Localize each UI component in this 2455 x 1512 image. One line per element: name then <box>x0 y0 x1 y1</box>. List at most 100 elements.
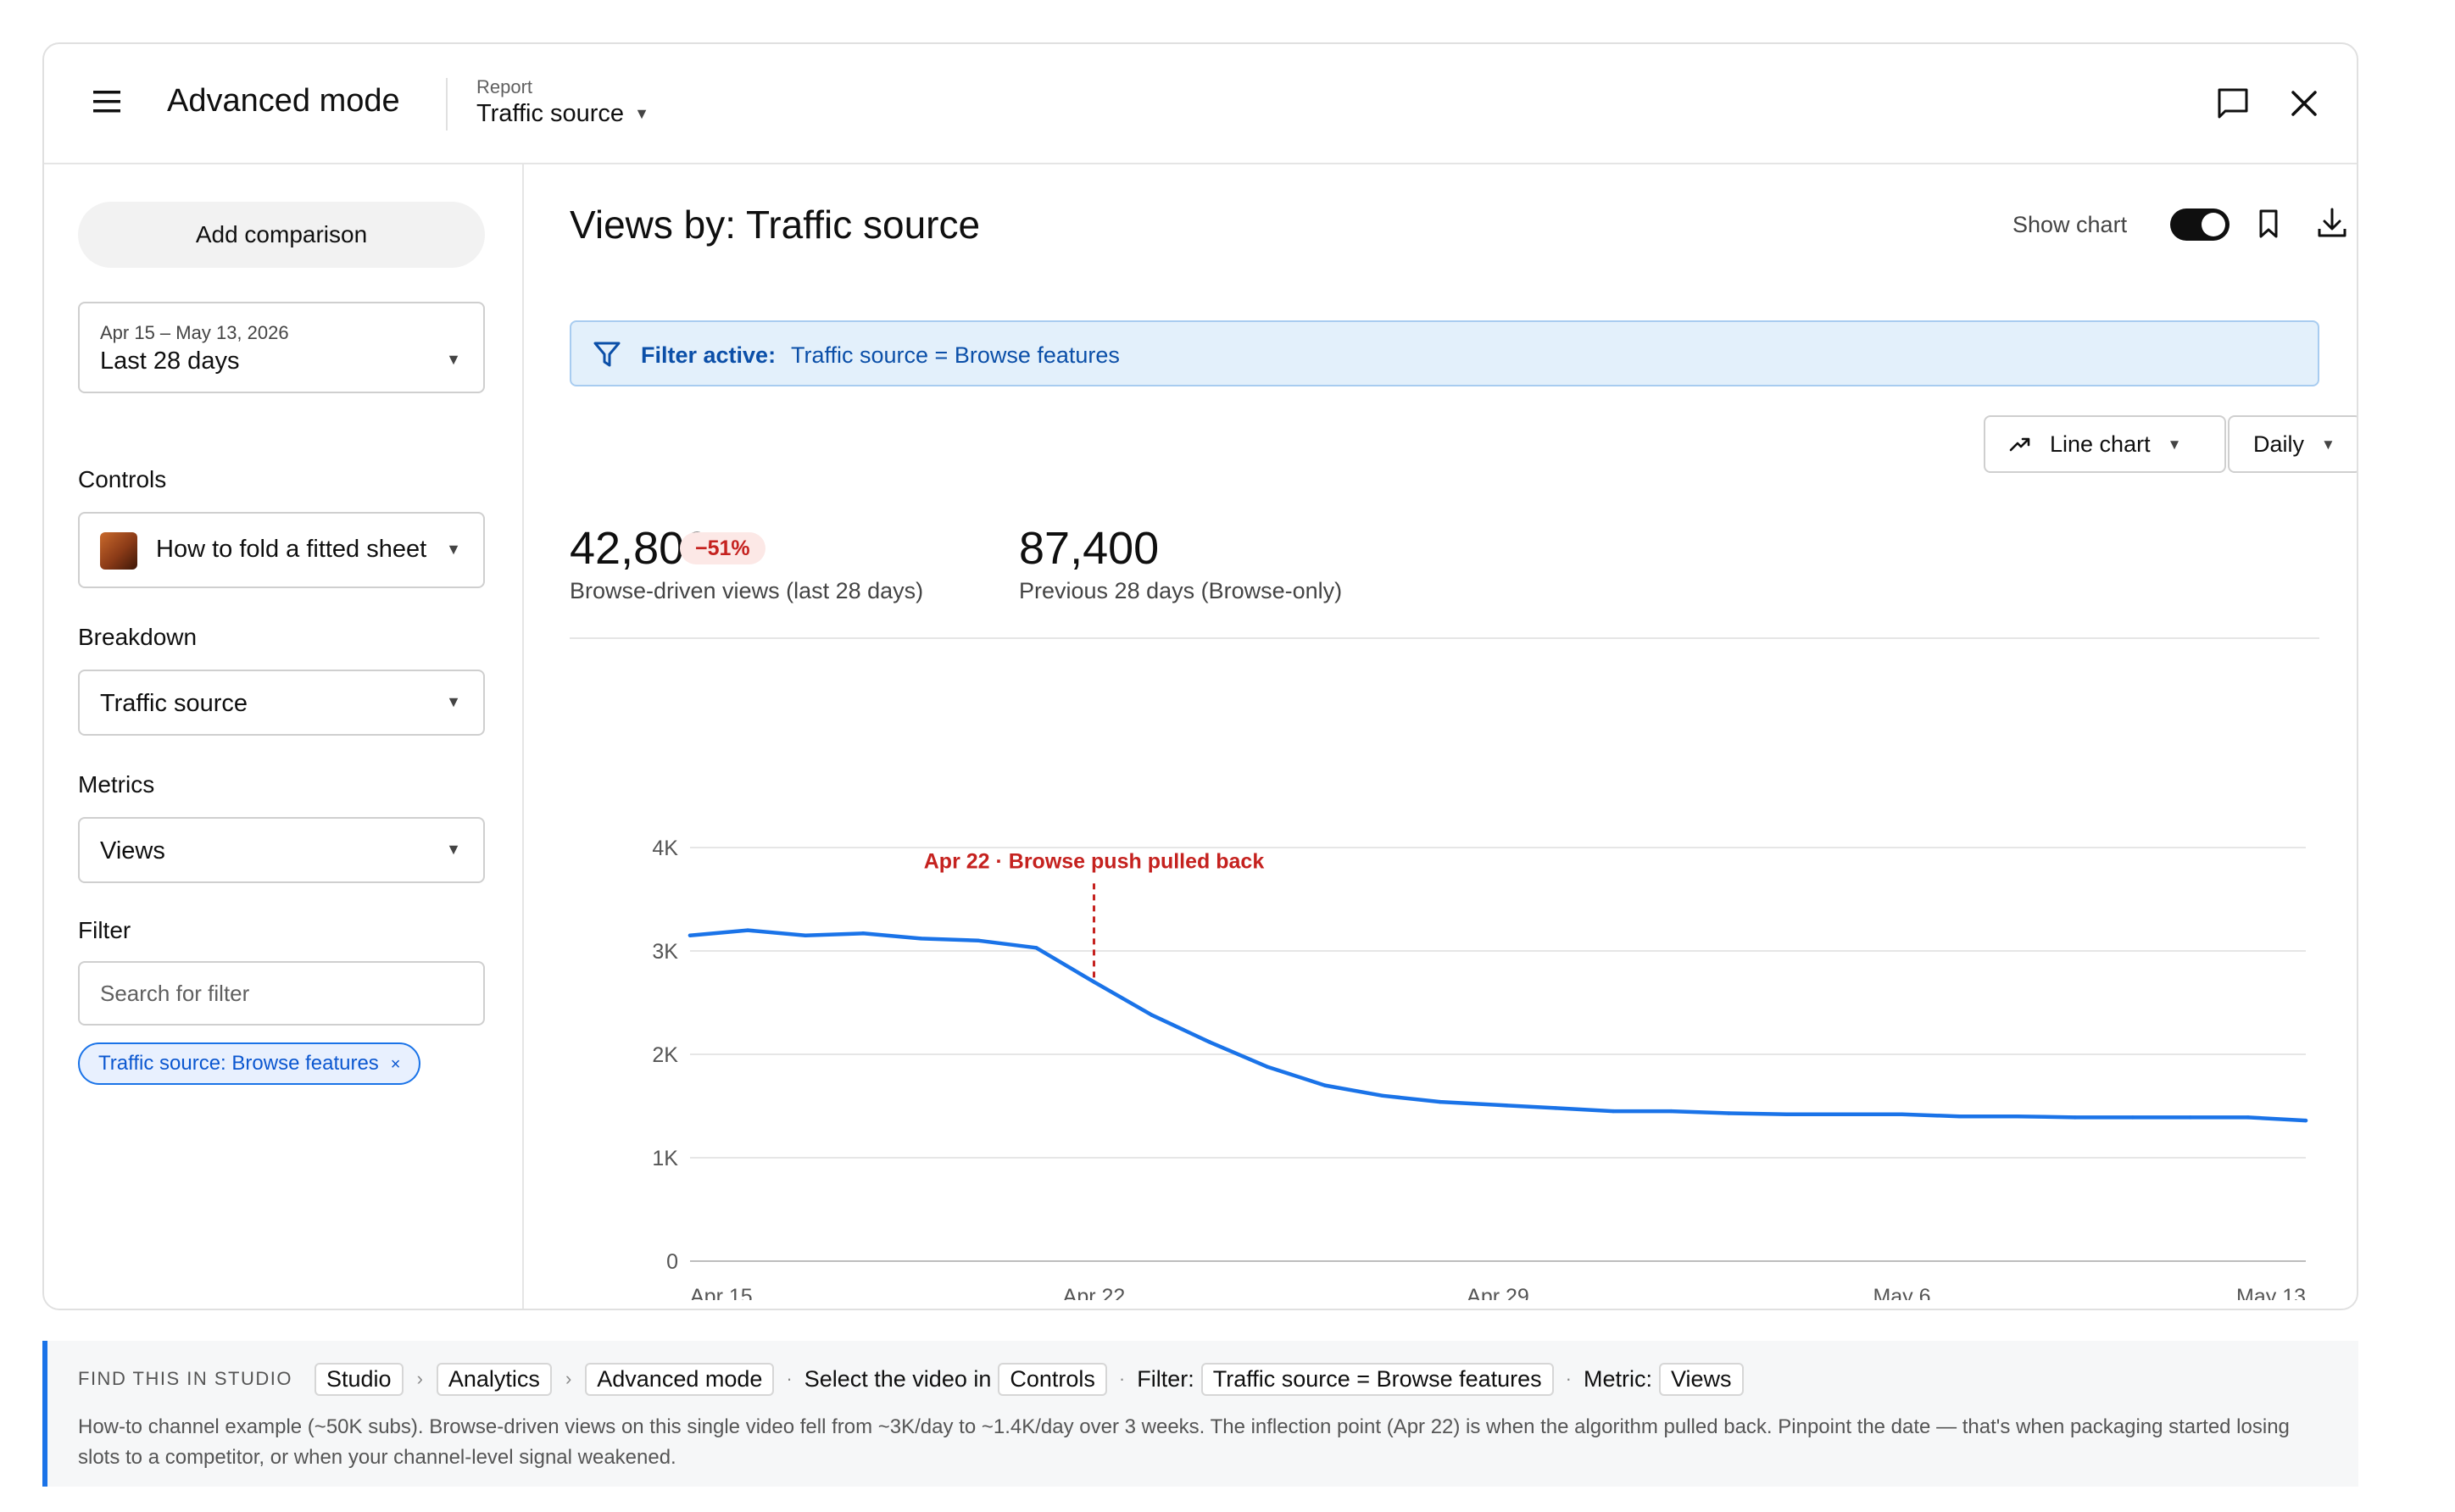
metrics-divider <box>570 637 2319 639</box>
crumb-studio[interactable]: Studio <box>315 1362 404 1396</box>
filter-search-input[interactable]: Search for filter <box>78 961 485 1026</box>
data-point <box>1842 1112 1846 1116</box>
chart-type-dropdown[interactable]: Line chart ▼ <box>1984 415 2226 473</box>
filter-chip[interactable]: Traffic source: Browse features × <box>78 1042 421 1085</box>
filter-label: Filter <box>78 917 131 943</box>
metric-secondary-caption: Previous 28 days (Browse-only) <box>1019 578 1343 603</box>
download-icon[interactable] <box>2314 205 2350 241</box>
crumb-analytics[interactable]: Analytics <box>436 1362 552 1396</box>
report-value: Traffic source <box>476 100 625 127</box>
data-point <box>2073 1115 2077 1120</box>
select-video-text: Select the video in <box>804 1365 992 1392</box>
data-point <box>1092 980 1096 984</box>
data-point <box>1495 1103 1500 1107</box>
x-tick-label: May 6 <box>1873 1285 1930 1300</box>
video-select[interactable]: How to fold a fitted sheet ▼ <box>78 512 485 588</box>
frequency-value: Daily <box>2253 431 2305 457</box>
x-tick-label: Apr 22 <box>1063 1285 1126 1300</box>
data-point <box>2015 1115 2019 1119</box>
video-title: How to fold a fitted sheet <box>156 536 427 563</box>
feedback-icon[interactable] <box>2214 85 2252 122</box>
sidebar: Add comparison Apr 15 – May 13, 2026 Las… <box>44 164 524 1309</box>
crumb-controls[interactable]: Controls <box>998 1362 1107 1396</box>
hamburger-menu-icon[interactable] <box>90 85 124 119</box>
frequency-dropdown[interactable]: Daily ▼ <box>2228 415 2357 473</box>
dot-separator: · <box>1118 1368 1126 1389</box>
data-point <box>688 933 693 937</box>
report-select[interactable]: Traffic source ▼ <box>476 100 649 128</box>
filter-chip-label: Traffic source: Browse features <box>98 1052 379 1075</box>
data-point <box>745 928 750 932</box>
metrics-value: Views <box>100 837 165 864</box>
data-point <box>1438 1099 1443 1104</box>
bookmark-icon[interactable] <box>2252 207 2285 241</box>
metric-secondary-value: 87,400 <box>1019 523 1160 574</box>
dropdown-caret-icon: ▼ <box>2321 436 2335 453</box>
chip-close-icon[interactable]: × <box>390 1055 401 1074</box>
dropdown-caret-icon: ▼ <box>446 693 461 710</box>
data-point <box>2246 1115 2251 1120</box>
crumb-advanced-mode[interactable]: Advanced mode <box>585 1362 775 1396</box>
footer-description: How-to channel example (~50K subs). Brow… <box>78 1415 2290 1469</box>
data-point <box>919 937 923 941</box>
metric-text: Metric: <box>1584 1365 1652 1392</box>
date-range-text: Apr 15 – May 13, 2026 <box>100 322 289 343</box>
dropdown-caret-icon: ▼ <box>446 351 461 368</box>
breakdown-label: Breakdown <box>78 624 198 650</box>
annotation-label: Apr 22 · Browse push pulled back <box>924 849 1265 873</box>
page-title: Views by: Traffic source <box>570 203 981 247</box>
filter-banner-text: Traffic source = Browse features <box>791 342 1120 368</box>
date-range-value: Last 28 days <box>100 347 240 375</box>
x-tick-label: Apr 15 <box>690 1285 753 1300</box>
filter-text: Filter: <box>1137 1365 1194 1392</box>
advanced-mode-panel: Advanced mode Report Traffic source ▼ Add… <box>42 42 2358 1310</box>
trending-up-icon <box>2009 437 2030 452</box>
data-point <box>1207 1040 1211 1044</box>
views-line-chart: 0 1K 2K 3K 4K Apr 15 Apr 22 Apr 29 May 6 May 13 Ap… <box>652 837 2308 1300</box>
y-tick-label: 0 <box>666 1250 678 1274</box>
add-comparison-button[interactable]: Add comparison <box>78 202 485 268</box>
studio-hint-footer: FIND THIS IN STUDIO Studio › Analytics ›… <box>42 1341 2358 1487</box>
data-point <box>1900 1112 1904 1116</box>
crumb-filter[interactable]: Traffic source = Browse features <box>1200 1362 1554 1396</box>
filter-banner-label: Filter active: <box>641 342 777 368</box>
data-point <box>1150 1013 1154 1017</box>
breakdown-select[interactable]: Traffic source ▼ <box>78 670 485 736</box>
data-point <box>1034 946 1038 950</box>
crumb-separator: › <box>416 1368 423 1389</box>
x-tick-label: May 13 <box>2236 1285 2306 1300</box>
data-point <box>2188 1115 2193 1120</box>
crumb-metric[interactable]: Views <box>1659 1362 1744 1396</box>
filter-funnel-icon <box>593 342 621 367</box>
main-content: Views by: Traffic source Show chart Filt… <box>526 164 2357 1309</box>
show-chart-label: Show chart <box>2012 212 2128 237</box>
show-chart-toggle[interactable] <box>2170 208 2230 241</box>
breakdown-value: Traffic source <box>100 690 248 717</box>
delta-badge: −51% <box>680 532 765 564</box>
report-label: Report <box>476 76 533 97</box>
toggle-knob <box>2202 213 2225 236</box>
metrics-select[interactable]: Views ▼ <box>78 817 485 883</box>
dropdown-caret-icon: ▼ <box>446 841 461 858</box>
y-tick-label: 3K <box>652 940 678 964</box>
metric-primary-caption: Browse-driven views (last 28 days) <box>570 578 924 603</box>
data-point <box>1957 1115 1962 1119</box>
y-tick-label: 4K <box>652 837 678 860</box>
data-point <box>1784 1112 1789 1116</box>
data-point <box>803 933 808 937</box>
dropdown-caret-icon: ▼ <box>2167 436 2182 453</box>
filter-active-banner: Filter active: Traffic source = Browse f… <box>570 320 2319 386</box>
date-range-select[interactable]: Apr 15 – May 13, 2026 Last 28 days ▼ <box>78 302 485 393</box>
y-tick-label: 1K <box>652 1147 678 1170</box>
dot-separator: · <box>1565 1368 1572 1389</box>
close-icon[interactable] <box>2287 86 2321 120</box>
metrics-label: Metrics <box>78 771 155 798</box>
dropdown-caret-icon: ▼ <box>634 105 649 122</box>
series-line-0 <box>688 928 2308 1123</box>
data-point <box>861 931 866 936</box>
data-point <box>1265 1065 1269 1069</box>
crumb-separator: › <box>565 1368 572 1389</box>
video-thumbnail <box>100 532 137 570</box>
dropdown-caret-icon: ▼ <box>446 541 461 558</box>
controls-label: Controls <box>78 466 167 492</box>
